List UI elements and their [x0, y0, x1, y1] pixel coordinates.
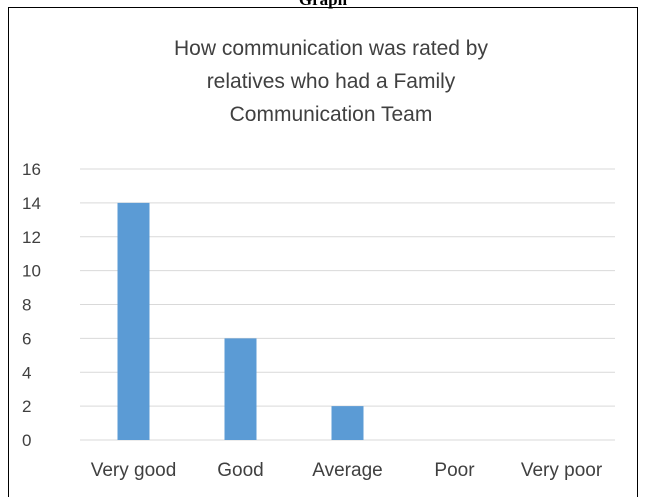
y-tick-label: 16: [22, 160, 41, 179]
bars: [117, 202, 364, 440]
y-tick-label: 4: [22, 363, 31, 382]
y-tick-label: 0: [22, 431, 31, 450]
chart-title-line-1: How communication was rated by: [174, 37, 488, 60]
chart-title-line-2: relatives who had a Family: [207, 70, 456, 93]
y-tick-label: 2: [22, 397, 31, 416]
y-tick-label: 8: [22, 296, 31, 315]
bar-good: [224, 338, 257, 440]
gridlines: [80, 168, 615, 441]
y-tick-label: 6: [22, 329, 31, 348]
bar-average: [331, 406, 364, 440]
x-category-label: Poor: [434, 460, 475, 481]
x-category-label: Very good: [91, 460, 177, 481]
chart-title: How communication was rated by relatives…: [174, 37, 488, 126]
y-tick-label: 12: [22, 228, 41, 247]
chart-title-line-3: Communication Team: [230, 103, 433, 126]
x-category-label: Very poor: [521, 460, 603, 481]
y-tick-label: 14: [22, 194, 41, 213]
x-category-label: Good: [217, 460, 263, 481]
y-tick-label: 10: [22, 262, 41, 281]
page-heading-fragment: Graph: [0, 0, 646, 10]
x-category-label: Average: [312, 460, 382, 481]
chart-frame: [8, 7, 638, 497]
y-axis-tick-labels: 0 2 4 6 8 10 12 14 16: [22, 160, 41, 450]
bar-very-good: [117, 202, 150, 440]
x-axis-category-labels: Very good Good Average Poor Very poor: [91, 460, 603, 481]
